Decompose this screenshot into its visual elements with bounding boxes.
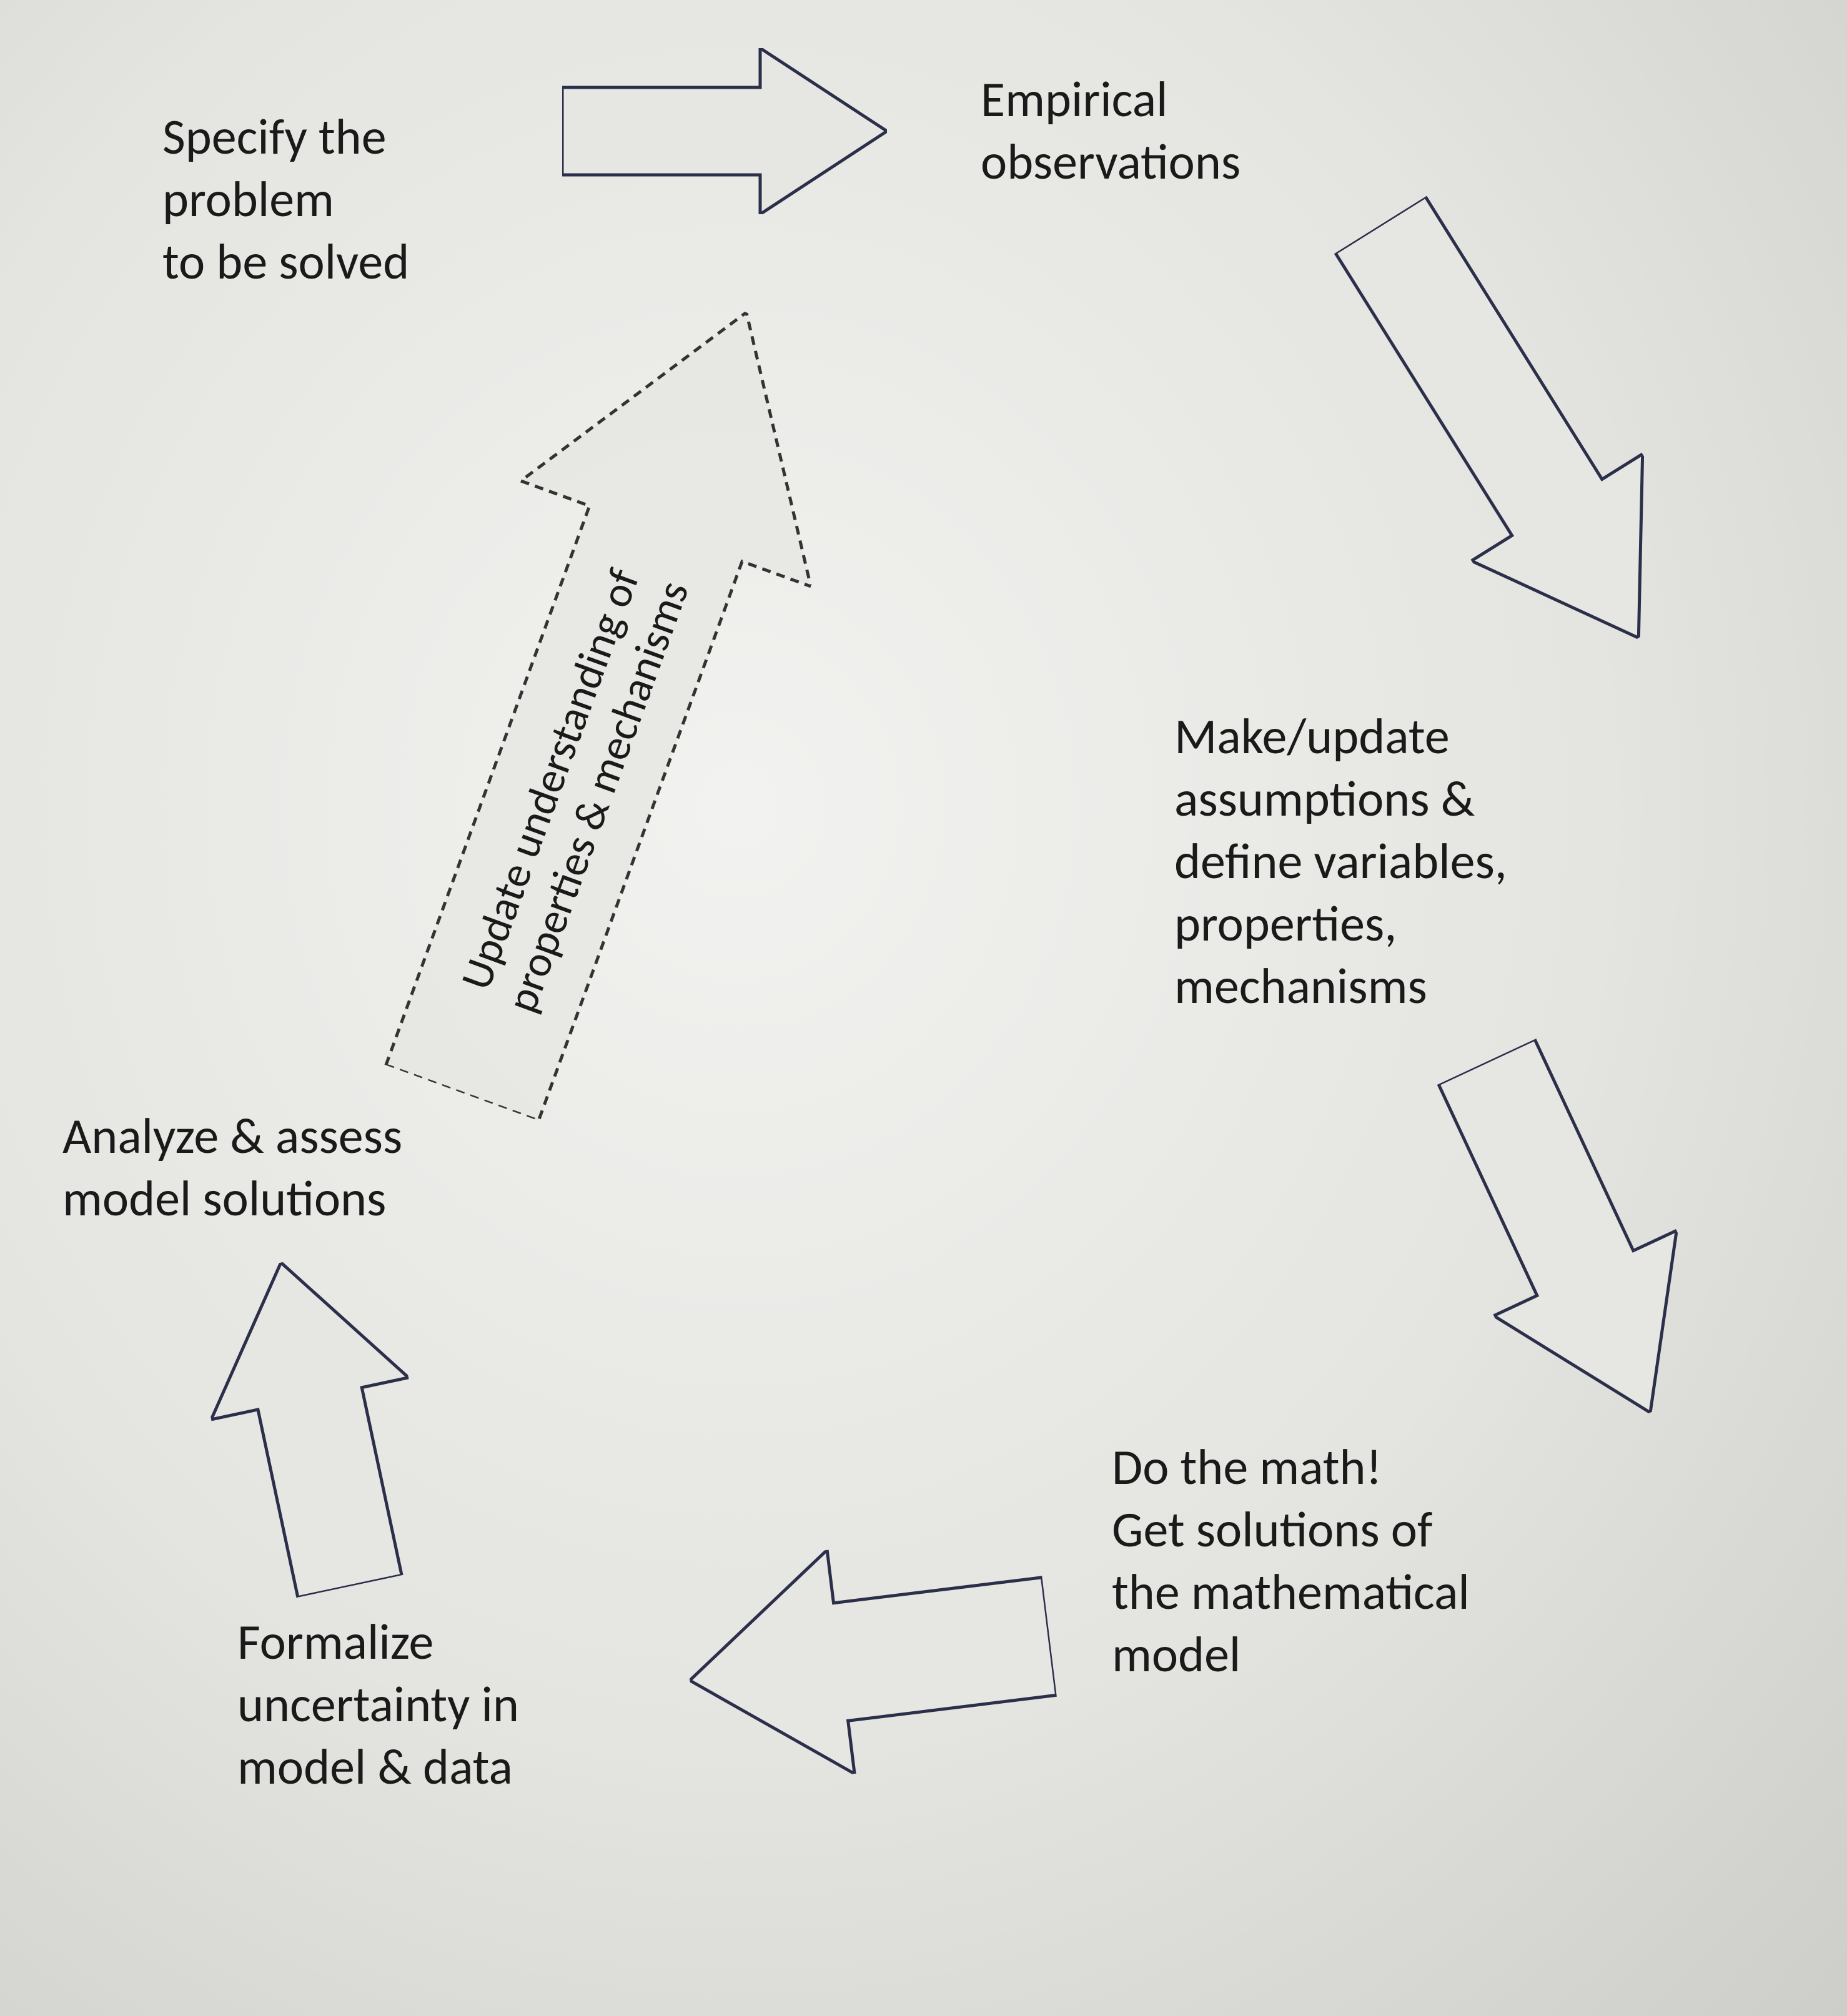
- arrow-icon: [676, 1524, 1063, 1792]
- arrow-a6: Update understanding of properties & mec…: [317, 260, 891, 1146]
- arrow-icon: [1295, 171, 1724, 691]
- arrow-icon: [562, 48, 887, 214]
- node-formalize: Formalize uncertainty in model & data: [237, 1611, 519, 1799]
- node-text: Specify the problem to be solved: [162, 107, 409, 292]
- arrow-a4: [676, 1524, 1063, 1792]
- node-text: Make/update assumptions & define variabl…: [1174, 706, 1507, 1017]
- node-analyze: Analyze & assess model solutions: [62, 1105, 402, 1230]
- arrow-a2: [1295, 171, 1724, 691]
- node-specify: Specify the problem to be solved: [162, 106, 409, 294]
- node-text: Empirical observations: [981, 69, 1240, 192]
- arrow-icon: [182, 1242, 448, 1608]
- node-math: Do the math! Get solutions of the mathem…: [1112, 1436, 1470, 1686]
- flowchart-canvas: Specify the problem to be solved Empiric…: [0, 0, 1847, 2016]
- arrow-icon: [1395, 1019, 1742, 1455]
- arrow-a5: [182, 1242, 448, 1608]
- node-assume: Make/update assumptions & define variabl…: [1174, 706, 1507, 1018]
- node-text: Formalize uncertainty in model & data: [237, 1612, 519, 1797]
- node-text: Analyze & assess model solutions: [62, 1106, 402, 1229]
- node-text: Do the math! Get solutions of the mathem…: [1112, 1437, 1470, 1685]
- node-empirical: Empirical observations: [981, 69, 1240, 194]
- arrow-a1: [562, 48, 887, 214]
- arrow-a3: [1395, 1019, 1742, 1455]
